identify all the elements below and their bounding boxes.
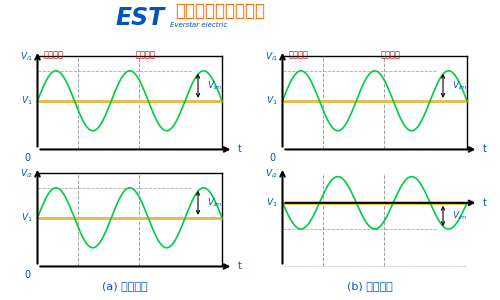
Text: $V_{im}$: $V_{im}$ bbox=[207, 80, 222, 92]
Text: 直流信号: 直流信号 bbox=[44, 50, 63, 59]
Text: $V_1$: $V_1$ bbox=[266, 94, 278, 107]
Text: 0: 0 bbox=[24, 153, 31, 163]
Text: 交流信号: 交流信号 bbox=[380, 50, 400, 59]
Text: t: t bbox=[483, 198, 486, 208]
Text: t: t bbox=[483, 145, 486, 154]
Text: EST: EST bbox=[116, 6, 165, 30]
Text: $V_{im}$: $V_{im}$ bbox=[452, 80, 468, 92]
Text: t: t bbox=[238, 145, 242, 154]
Text: 0: 0 bbox=[24, 270, 31, 280]
Text: Everstar electric: Everstar electric bbox=[170, 22, 227, 28]
Text: $V_{i1}$: $V_{i1}$ bbox=[264, 50, 278, 62]
Text: $V_{im}$: $V_{im}$ bbox=[207, 196, 222, 209]
Text: 直流信号: 直流信号 bbox=[288, 50, 308, 59]
Text: (a) 共模信号: (a) 共模信号 bbox=[102, 281, 148, 291]
Text: $V_{i1}$: $V_{i1}$ bbox=[20, 50, 33, 62]
Text: 交流信号: 交流信号 bbox=[136, 50, 156, 59]
Text: (b) 差模信号: (b) 差模信号 bbox=[347, 281, 393, 291]
Text: t: t bbox=[238, 262, 242, 272]
Text: 共模信号和差模信号: 共模信号和差模信号 bbox=[175, 2, 265, 20]
Text: $V_{i2}$: $V_{i2}$ bbox=[264, 167, 278, 179]
Text: $V_1$: $V_1$ bbox=[22, 94, 33, 107]
Text: 0: 0 bbox=[270, 153, 276, 163]
Text: $V_{i2}$: $V_{i2}$ bbox=[20, 167, 33, 179]
Text: $V_1$: $V_1$ bbox=[22, 212, 33, 224]
Text: $V_1$: $V_1$ bbox=[266, 196, 278, 209]
Text: $V_{im}$: $V_{im}$ bbox=[452, 210, 468, 222]
